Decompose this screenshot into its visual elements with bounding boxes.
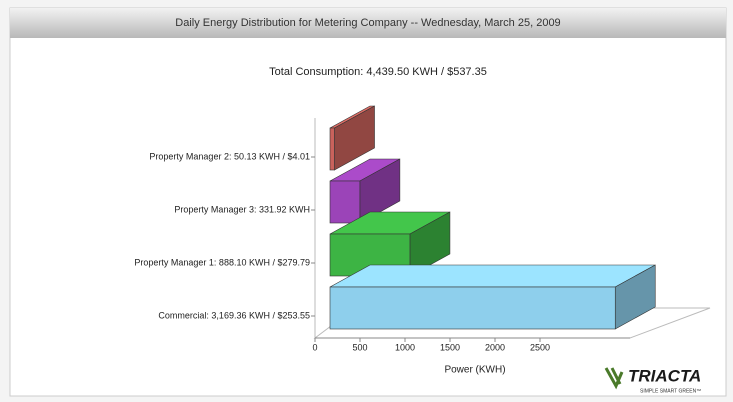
x-tick-label: 1500 [440, 342, 460, 352]
logo-icon [604, 367, 624, 390]
bar [329, 286, 616, 330]
x-tick-label: 500 [352, 342, 367, 352]
x-tick-label: 1000 [395, 342, 415, 352]
logo-tagline: SIMPLE SMART GREEN™ [640, 388, 701, 394]
y-tick-label: Commercial: 3,169.36 KWH / $253.55 [158, 310, 310, 320]
logo-name: TRIACTA [628, 366, 701, 385]
logo: TRIACTA SIMPLE SMART GREEN™ [604, 366, 701, 394]
x-tick-label: 2500 [530, 342, 550, 352]
y-tick-label: Property Manager 1: 888.10 KWH / $279.79 [134, 257, 310, 267]
y-tick-label: Property Manager 2: 50.13 KWH / $4.01 [149, 151, 310, 161]
header-bar [10, 8, 726, 38]
y-tick-label: Property Manager 3: 331.92 KWH [174, 204, 310, 214]
bar [329, 127, 335, 171]
bar-top [329, 264, 656, 288]
bar [329, 180, 361, 224]
x-tick-label: 0 [312, 342, 317, 352]
chart-subtitle: Total Consumption: 4,439.50 KWH / $537.3… [269, 66, 487, 78]
x-tick-label: 2000 [485, 342, 505, 352]
x-axis-label: Power (KWH) [444, 365, 505, 376]
chart-title: Daily Energy Distribution for Metering C… [175, 17, 560, 29]
